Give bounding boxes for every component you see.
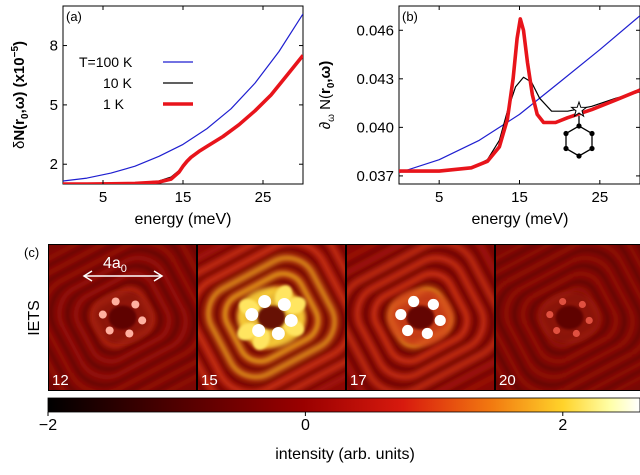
atom-spot (271, 326, 285, 340)
x-tick-label: 15 (511, 189, 528, 206)
atom-spot (559, 297, 567, 306)
panel-c-ylabel: IETS (26, 300, 43, 336)
atom-spot (258, 295, 272, 309)
atom-spot (98, 310, 107, 319)
x-tick-label: 5 (435, 189, 443, 206)
series-line-1-k (399, 17, 640, 173)
series-line-t-100-k (399, 15, 640, 174)
y-tick-label: 2 (50, 156, 58, 173)
atom-spot (111, 297, 120, 306)
colorbar-label: intensity (arb. units) (275, 446, 415, 463)
legend-label: 1 K (103, 96, 125, 112)
colorbar-tick-label: 2 (558, 417, 567, 434)
series-line-1-k (63, 54, 303, 184)
iets-frame: 15 (197, 244, 346, 391)
atom-spot (572, 329, 580, 338)
x-tick-label: 15 (175, 189, 192, 206)
atom-spot (252, 324, 266, 338)
panel-a-legend: T=100 K 10 K 1 K (79, 54, 193, 112)
iets-frame: 20 (495, 244, 640, 391)
atom-spot (546, 310, 554, 319)
frame-energy-label: 20 (499, 372, 516, 389)
atom-spot (245, 308, 259, 322)
frame-energy-label: 12 (52, 372, 69, 389)
y-tick-label: 0.037 (356, 168, 394, 185)
iets-frames: 12 15 17 20 (48, 244, 640, 391)
panel-a-series (63, 13, 303, 184)
panel-a-tag: (a) (66, 9, 82, 24)
colorbar: −2 0 2 intensity (arb. units) (39, 397, 640, 463)
iets-frame: 12 (48, 244, 197, 391)
panel-b-ylabel: ∂ω N(r0,ω) (317, 61, 337, 129)
series-line-t-100-k (63, 13, 303, 182)
atom-spot (125, 329, 134, 338)
frame-energy-label: 17 (350, 372, 367, 389)
hexagon-molecule-icon (563, 100, 595, 159)
atom-spot (408, 295, 420, 308)
atom-spot (578, 300, 586, 309)
atom-spot (277, 297, 291, 311)
atom-spot (553, 326, 561, 335)
colorbar-tick-label: 0 (301, 417, 310, 434)
y-tick-label: 8 (50, 38, 58, 55)
atom-spot (138, 316, 147, 325)
colorbar-tick-label: −2 (39, 417, 57, 434)
x-tick-label: 25 (591, 189, 608, 206)
atom-spot (284, 313, 298, 327)
panel-b-axes-frame (398, 5, 640, 185)
atom-spot (395, 308, 407, 321)
panel-c: (c) IETS 12 15 17 20 4a0 −2 0 2 intensity (ar… (24, 244, 640, 463)
panel-a-axes-frame (62, 5, 304, 185)
frame-energy-label: 15 (201, 372, 218, 389)
x-tick-label: 25 (255, 189, 272, 206)
atom-spot (427, 298, 439, 311)
scale-bar: 4a0 (82, 255, 164, 282)
star-marker-icon (570, 100, 588, 118)
colorbar-ticks: −2 0 2 (39, 412, 567, 434)
atom-spot (131, 300, 140, 309)
y-tick-label: 0.040 (356, 119, 394, 136)
atom-spot (421, 327, 433, 340)
y-tick-label: 0.043 (356, 71, 394, 88)
atom-spot (402, 324, 414, 337)
atom-spot (105, 326, 114, 335)
panel-b-xlabel: energy (meV) (472, 211, 569, 228)
atom-spot (585, 316, 593, 325)
iets-frame: 17 (346, 244, 495, 391)
atom-spot (434, 314, 446, 327)
panel-a-xlabel: energy (meV) (135, 211, 232, 228)
colorbar-gradient (47, 397, 640, 413)
panel-a-ylabel: δN(r0,ω) (x10−5) (10, 41, 31, 149)
panel-c-tag: (c) (24, 245, 39, 260)
legend-label: T=100 K (79, 54, 133, 70)
y-tick-label: 0.046 (356, 22, 394, 39)
legend-label: 10 K (103, 75, 132, 91)
panel-b-ticks: 5 15 25 0.037 0.040 0.043 0.046 (356, 6, 640, 206)
x-tick-label: 5 (99, 189, 107, 206)
y-tick-label: 5 (50, 97, 58, 114)
panel-b: (b) 5 15 25 0.037 0.040 0.043 0.046 energy (me… (317, 5, 640, 228)
panel-b-tag: (b) (402, 9, 418, 24)
